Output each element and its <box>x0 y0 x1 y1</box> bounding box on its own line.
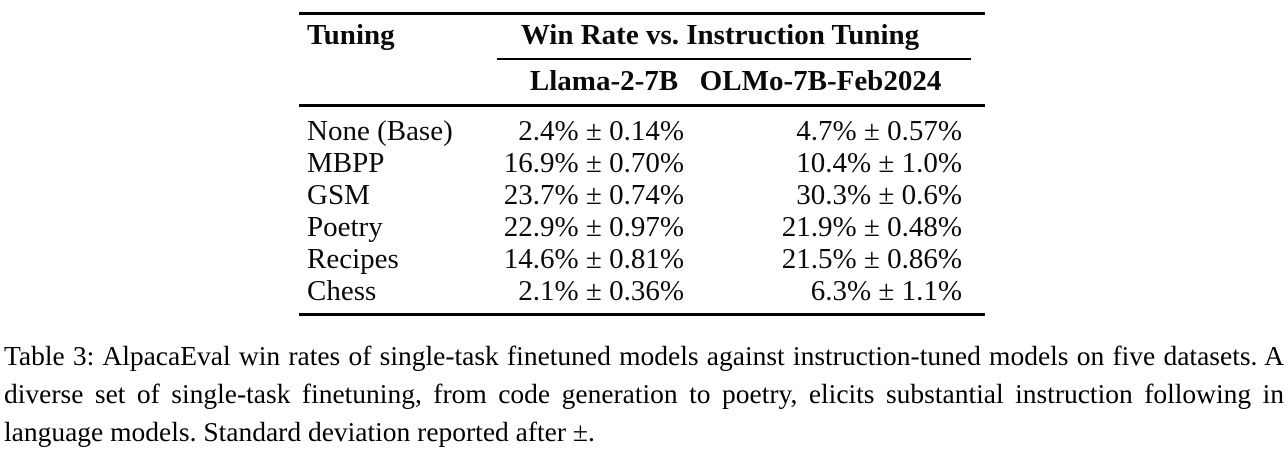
table-row: Chess 2.1% ± 0.36% 6.3% ± 1.1% <box>299 275 985 307</box>
table-cmid-rule <box>497 58 971 60</box>
table-row: GSM 23.7% ± 0.74% 30.3% ± 0.6% <box>299 179 985 211</box>
results-table: Tuning Win Rate vs. Instruction Tuning L… <box>299 12 985 316</box>
column-header-llama: Llama-2-7B <box>529 64 679 97</box>
tuning-cell: Chess <box>307 275 377 307</box>
table-caption: Table 3: AlpacaEval win rates of single-t… <box>4 337 1284 451</box>
table-row: MBPP 16.9% ± 0.70% 10.4% ± 1.0% <box>299 147 985 179</box>
tuning-cell: None (Base) <box>307 115 453 147</box>
table-mid-rule <box>299 104 985 107</box>
llama-win-rate-cell: 22.9% ± 0.97% <box>503 211 684 243</box>
olmo-win-rate-cell: 6.3% ± 1.1% <box>810 275 962 307</box>
llama-win-rate-cell: 14.6% ± 0.81% <box>503 243 684 275</box>
llama-win-rate-cell: 2.4% ± 0.14% <box>518 115 684 147</box>
llama-win-rate-cell: 16.9% ± 0.70% <box>503 147 684 179</box>
tuning-cell: GSM <box>307 179 370 211</box>
llama-win-rate-cell: 23.7% ± 0.74% <box>503 179 684 211</box>
olmo-win-rate-cell: 10.4% ± 1.0% <box>796 147 962 179</box>
tuning-cell: Recipes <box>307 243 399 275</box>
tuning-cell: MBPP <box>307 147 385 179</box>
column-header-olmo: OLMo-7B-Feb2024 <box>699 64 942 97</box>
caption-text: AlpacaEval win rates of single-task fine… <box>4 340 1284 447</box>
olmo-win-rate-cell: 4.7% ± 0.57% <box>796 115 962 147</box>
column-header-win-rate-span: Win Rate vs. Instruction Tuning <box>520 18 920 51</box>
llama-win-rate-cell: 2.1% ± 0.36% <box>518 275 684 307</box>
olmo-win-rate-cell: 21.5% ± 0.86% <box>781 243 962 275</box>
table-bottom-rule <box>299 313 985 316</box>
table-row: Recipes 14.6% ± 0.81% 21.5% ± 0.86% <box>299 243 985 275</box>
caption-label: Table 3: <box>4 340 95 371</box>
olmo-win-rate-cell: 21.9% ± 0.48% <box>781 211 962 243</box>
olmo-win-rate-cell: 30.3% ± 0.6% <box>796 179 962 211</box>
table-top-rule <box>299 12 985 15</box>
tuning-cell: Poetry <box>307 211 383 243</box>
table-header-row-1: Tuning Win Rate vs. Instruction Tuning <box>299 12 985 58</box>
table-header-row-2: Llama-2-7B OLMo-7B-Feb2024 <box>299 58 985 104</box>
table-row: Poetry 22.9% ± 0.97% 21.9% ± 0.48% <box>299 211 985 243</box>
table-row: None (Base) 2.4% ± 0.14% 4.7% ± 0.57% <box>299 104 985 147</box>
column-header-tuning: Tuning <box>307 18 395 51</box>
